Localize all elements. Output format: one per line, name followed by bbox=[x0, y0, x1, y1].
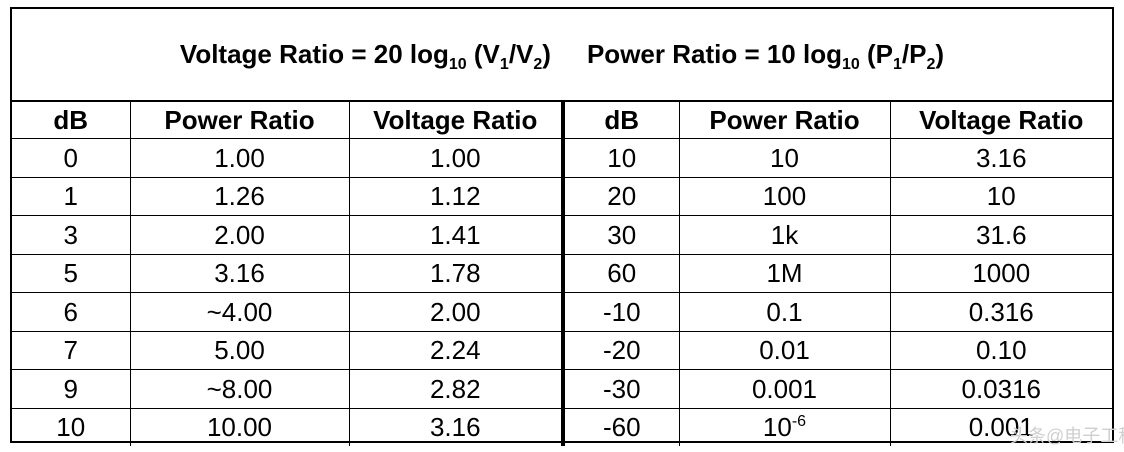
cell: 3.16 bbox=[129, 253, 350, 293]
cell: 10 bbox=[678, 138, 891, 178]
cell: ~8.00 bbox=[129, 369, 350, 409]
voltage-formula-open: (V bbox=[466, 39, 500, 69]
cell: 3.16 bbox=[348, 407, 564, 446]
cell: 0.001 bbox=[678, 369, 891, 409]
cell: 7 bbox=[12, 330, 131, 370]
table-row: 6 ~4.00 2.00 -10 0.1 0.316 bbox=[12, 292, 1112, 332]
cell: 0.001 bbox=[889, 407, 1112, 446]
cell: 31.6 bbox=[889, 215, 1112, 255]
cell: 1.00 bbox=[129, 138, 350, 178]
cell: 1.12 bbox=[348, 176, 564, 216]
header-row: dB Power Ratio Voltage Ratio dB Power Ra… bbox=[12, 102, 1112, 139]
cell: 0 bbox=[12, 138, 131, 178]
header-voltage-ratio-right: Voltage Ratio bbox=[889, 102, 1112, 139]
table-row: 9 ~8.00 2.82 -30 0.001 0.0316 bbox=[12, 369, 1112, 409]
cell: 10.00 bbox=[129, 407, 350, 446]
cell: 1.78 bbox=[348, 253, 564, 293]
power-formula-open: (P bbox=[859, 39, 894, 69]
cell: 1.00 bbox=[348, 138, 564, 178]
table-row: 10 10.00 3.16 -60 10-6 0.001 bbox=[12, 407, 1112, 446]
header-db-right: dB bbox=[561, 102, 680, 139]
cell: 1.26 bbox=[129, 176, 350, 216]
voltage-ratio-formula: Voltage Ratio = 20 log10 (V1/V2) bbox=[179, 39, 551, 73]
cell: 2.24 bbox=[348, 330, 564, 370]
cell: 1k bbox=[678, 215, 891, 255]
cell: 10 bbox=[12, 407, 131, 446]
formula-header: Voltage Ratio = 20 log10 (V1/V2) Power R… bbox=[12, 9, 1112, 102]
cell: 20 bbox=[561, 176, 680, 216]
cell: -10 bbox=[561, 292, 680, 332]
cell: 10 bbox=[561, 138, 680, 178]
cell: 0.01 bbox=[678, 330, 891, 370]
header-voltage-ratio-left: Voltage Ratio bbox=[348, 102, 564, 139]
cell: 10 bbox=[889, 176, 1112, 216]
cell: 5 bbox=[12, 253, 131, 293]
table-row: 7 5.00 2.24 -20 0.01 0.10 bbox=[12, 330, 1112, 370]
v2-subscript: 2 bbox=[533, 56, 543, 73]
voltage-formula-slash: /V bbox=[508, 39, 534, 69]
cell: 5.00 bbox=[129, 330, 350, 370]
cell: 0.316 bbox=[889, 292, 1112, 332]
header-db-left: dB bbox=[12, 102, 131, 139]
voltage-formula-close: ) bbox=[542, 39, 551, 69]
cell: 1.41 bbox=[348, 215, 564, 255]
voltage-formula-text: Voltage Ratio = 20 log bbox=[179, 39, 449, 69]
table-row: 3 2.00 1.41 30 1k 31.6 bbox=[12, 215, 1112, 255]
header-power-ratio-left: Power Ratio bbox=[129, 102, 350, 139]
table-row: 1 1.26 1.12 20 100 10 bbox=[12, 176, 1112, 216]
power-log-base: 10 bbox=[841, 56, 860, 73]
cell: 2.00 bbox=[348, 292, 564, 332]
power-formula-slash: /P bbox=[901, 39, 927, 69]
micro-exponent: -6 bbox=[791, 413, 807, 431]
cell: 1000 bbox=[889, 253, 1112, 293]
header-power-ratio-right: Power Ratio bbox=[678, 102, 891, 139]
table-row: 5 3.16 1.78 60 1M 1000 bbox=[12, 253, 1112, 293]
cell: -20 bbox=[561, 330, 680, 370]
cell: 6 bbox=[12, 292, 131, 332]
cell: 30 bbox=[561, 215, 680, 255]
voltage-log-base: 10 bbox=[448, 56, 467, 73]
cell: 0.10 bbox=[889, 330, 1112, 370]
cell: -30 bbox=[561, 369, 680, 409]
cell: ~4.00 bbox=[129, 292, 350, 332]
conversion-grid: dB Power Ratio Voltage Ratio dB Power Ra… bbox=[12, 102, 1112, 446]
p1-subscript: 1 bbox=[893, 56, 902, 73]
cell: 3.16 bbox=[889, 138, 1112, 178]
cell: -60 bbox=[561, 407, 680, 446]
cell: 60 bbox=[561, 253, 680, 293]
table-row: 0 1.00 1.00 10 10 3.16 bbox=[12, 138, 1112, 178]
cell: 100 bbox=[678, 176, 891, 216]
cell: 9 bbox=[12, 369, 131, 409]
cell: 0.0316 bbox=[889, 369, 1112, 409]
micro-base: 10 bbox=[762, 412, 792, 443]
power-formula-text: Power Ratio = 10 log bbox=[586, 39, 842, 69]
watermark: 头条@电子工程 bbox=[1010, 426, 1124, 446]
v1-subscript: 1 bbox=[499, 56, 509, 73]
power-formula-close: ) bbox=[935, 39, 945, 69]
cell: 3 bbox=[12, 215, 131, 255]
cell-micro: 10-6 bbox=[678, 407, 891, 446]
cell: 1M bbox=[678, 253, 891, 293]
cell: 2.82 bbox=[348, 369, 564, 409]
p2-subscript: 2 bbox=[926, 56, 936, 73]
power-ratio-formula: Power Ratio = 10 log10 (P1/P2) bbox=[586, 39, 945, 73]
cell: 1 bbox=[12, 176, 131, 216]
cell: 2.00 bbox=[129, 215, 350, 255]
decibel-table: Voltage Ratio = 20 log10 (V1/V2) Power R… bbox=[10, 7, 1114, 446]
cell: 0.1 bbox=[678, 292, 891, 332]
